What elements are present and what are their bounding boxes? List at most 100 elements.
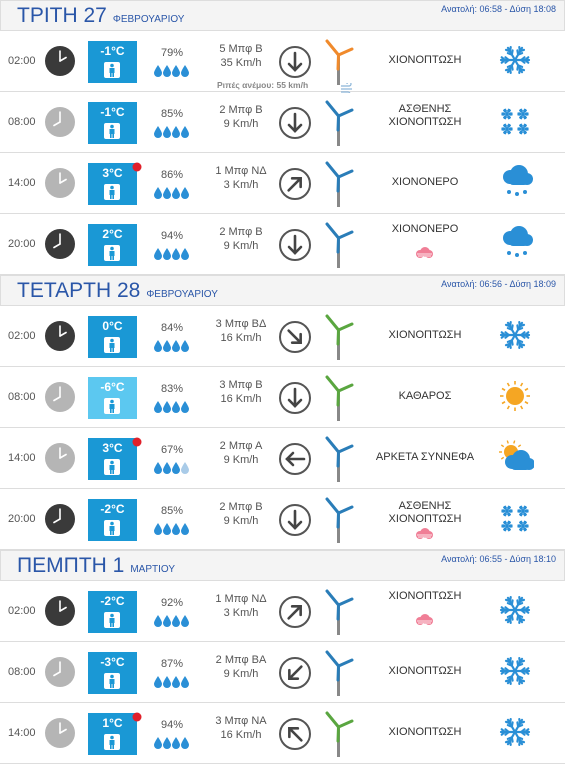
rect-shape [109, 740, 115, 745]
line-shape [500, 608, 507, 614]
wind-force: 3 Μπφ Β [219, 379, 263, 391]
line-shape [502, 128, 506, 131]
polyline-shape [288, 668, 300, 680]
path-shape [154, 737, 162, 749]
polyline-shape [287, 62, 303, 72]
forecast-row: 14:00 3°C 67% 2 Μπφ Α 9 Km/h ΑΡΚΕΤΑ ΣΥΝΝΕΦΑ [0, 428, 565, 489]
wind-force: 3 Μπφ ΝΑ [215, 715, 267, 727]
line-shape [517, 128, 521, 131]
line-shape [524, 131, 527, 134]
time: 14:00 [8, 727, 36, 739]
humidity-drops [152, 124, 192, 145]
line-shape [506, 440, 509, 444]
circle-shape [110, 460, 114, 465]
line-shape [517, 614, 524, 618]
g-shape [287, 51, 303, 72]
wind-speed: 9 Km/h [223, 515, 259, 527]
line-shape [520, 405, 524, 410]
line-shape [525, 509, 529, 512]
svg-shape [132, 437, 142, 447]
g-shape [59, 722, 67, 734]
line-shape [524, 116, 527, 119]
line-shape [508, 739, 512, 746]
svg-shape [104, 673, 120, 689]
line-shape [500, 444, 505, 448]
temp-box: 3°C [88, 437, 142, 480]
wind-force: 2 Μπφ Β [219, 501, 263, 513]
line-shape [510, 736, 514, 743]
path-shape [341, 81, 352, 87]
g-shape [288, 727, 303, 742]
line-shape [513, 440, 516, 444]
svg-shape [104, 337, 120, 353]
circle-shape [110, 399, 114, 404]
line-shape [504, 323, 512, 328]
line-shape [509, 509, 513, 512]
wind-turbine [322, 100, 354, 151]
svg-shape [154, 401, 189, 413]
svg-shape [416, 614, 433, 625]
svg-shape [104, 245, 120, 261]
g-shape [109, 124, 115, 138]
rect-shape [109, 129, 115, 134]
line-shape [336, 236, 340, 254]
polyline-shape [287, 123, 303, 133]
wind-speed: 9 Km/h [223, 668, 259, 680]
polyline-shape [287, 520, 303, 530]
rect-shape [112, 347, 114, 352]
path-shape [154, 340, 162, 352]
line-shape [516, 324, 520, 331]
line-shape [518, 678, 526, 683]
wind-direction [278, 381, 312, 420]
g-shape [287, 112, 303, 133]
path-shape [163, 248, 171, 260]
precip-icon [413, 613, 435, 632]
forecast-row: 02:00 0°C 84% 3 Μπφ ΒΔ 16 Km/h ΧΙΟΝΟΠΤΩΣΗ [0, 306, 565, 367]
path-shape [181, 401, 189, 413]
line-shape [520, 728, 526, 734]
polyline-shape [290, 605, 302, 617]
line-shape [500, 333, 507, 339]
svg-shape [104, 520, 120, 536]
line-shape [287, 329, 302, 344]
svg-shape [279, 657, 311, 689]
svg-shape [154, 737, 189, 749]
day-header: ΤΕΤΑΡΤΗ 28 ΦΕΒΡΟΥΑΡΙΟΥ Ανατολή: 06:56 - Δύ… [0, 275, 565, 306]
line-shape [508, 524, 512, 527]
feels-like-icon [103, 519, 121, 542]
path-shape [154, 65, 162, 77]
line-shape [337, 47, 354, 57]
g-shape [501, 123, 513, 135]
weather-icon [498, 440, 535, 481]
rect-shape [109, 679, 115, 684]
line-shape [502, 113, 506, 116]
rect-shape [110, 255, 112, 260]
line-shape [336, 114, 340, 132]
rect-shape [110, 133, 112, 138]
temperature: -6°C [100, 380, 125, 394]
svg-shape [154, 65, 189, 77]
g-shape [325, 100, 354, 132]
line-shape [517, 736, 524, 740]
path-shape [154, 126, 162, 138]
line-shape [336, 603, 340, 621]
wind-direction [278, 656, 312, 695]
circle-shape [523, 190, 527, 194]
circle-shape [515, 253, 519, 257]
weather-icon [498, 226, 534, 267]
line-shape [518, 46, 522, 53]
feels-like-icon [103, 733, 121, 756]
line-shape [336, 664, 340, 682]
wind-force: 1 Μπφ ΝΔ [215, 165, 267, 177]
svg-shape [45, 718, 75, 748]
path-shape [172, 737, 180, 749]
line-shape [500, 456, 505, 460]
rect-shape [110, 622, 112, 627]
wind-info: 2 Μπφ Β 9 Km/h [200, 225, 282, 253]
line-shape [517, 510, 521, 513]
g-shape [287, 605, 302, 620]
rect-shape [109, 251, 115, 256]
g-shape [109, 338, 115, 352]
line-shape [53, 121, 61, 127]
wind-force: 2 Μπφ Β [219, 104, 263, 116]
